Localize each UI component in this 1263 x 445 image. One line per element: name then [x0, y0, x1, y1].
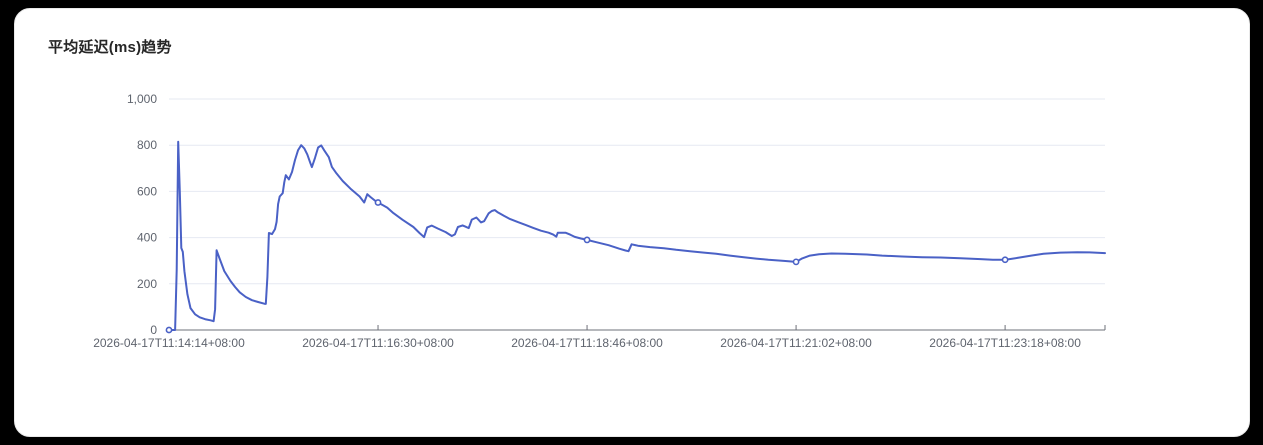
y-axis-label: 1,000	[127, 92, 157, 106]
latency-series-line	[168, 140, 1106, 331]
y-axis-label: 200	[137, 277, 157, 291]
data-point-marker	[374, 199, 382, 206]
data-point-marker	[1001, 256, 1009, 264]
x-axis-label: 2026-04-17T11:18:46+08:00	[511, 336, 663, 350]
x-axis-label: 2026-04-17T11:21:02+08:00	[720, 336, 872, 350]
y-axis-label: 400	[137, 231, 157, 245]
y-axis-label: 600	[137, 184, 157, 198]
x-axis-label: 2026-04-17T11:16:30+08:00	[302, 336, 454, 350]
latency-trend-card: 平均延迟(ms)趋势	[14, 8, 1250, 437]
data-point-marker	[792, 258, 800, 266]
y-axis-label: 800	[137, 138, 157, 152]
y-axis-label: 0	[150, 323, 157, 337]
data-point-marker	[583, 236, 591, 244]
x-axis-label: 2026-04-17T11:14:14+08:00	[93, 336, 245, 350]
data-point-marker	[165, 326, 173, 334]
chart-title: 平均延迟(ms)趋势	[48, 39, 172, 56]
x-axis-label: 2026-04-17T11:23:18+08:00	[929, 336, 1081, 350]
